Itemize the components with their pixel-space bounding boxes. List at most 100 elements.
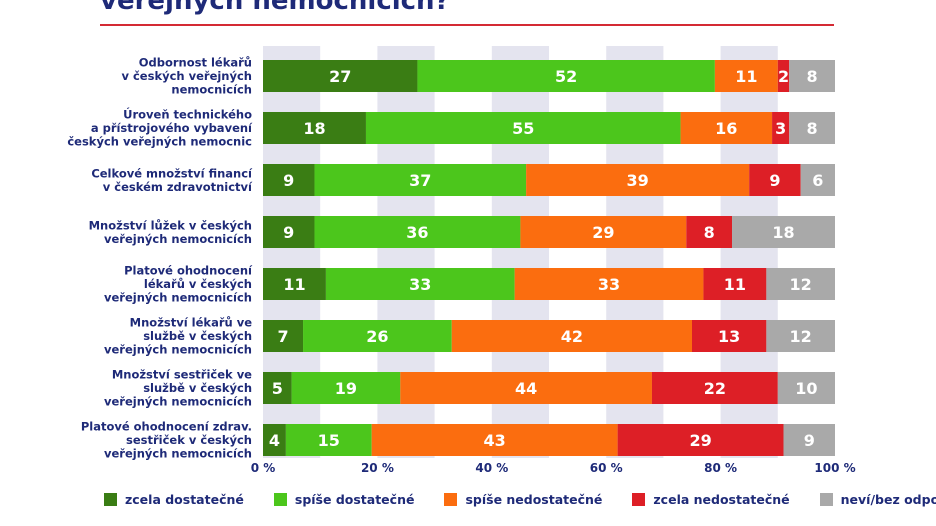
bar-value-label: 29 [689,431,711,450]
bar-segment [526,164,750,196]
bar-value-label: 2 [778,67,789,86]
bar-segment [314,164,527,196]
bar-segment [777,60,790,92]
bar-segment [371,424,618,456]
bar-value-label: 55 [512,119,534,138]
category-label: Platové ohodnocení zdrav. sestřiček v čes… [81,420,252,461]
chart-title: veřejných nemocnicích? [100,0,450,16]
legend-item: spíše dostatečné [273,492,415,507]
bar-value-label: 33 [409,275,431,294]
x-tick-label: 80 % [704,461,737,475]
bar-value-label: 11 [283,275,305,294]
category-label-line: službě v českých [143,329,252,343]
x-tick-label: 0 % [251,461,276,475]
legend-swatch [444,493,458,506]
bar-segment [680,112,773,144]
bar-value-label: 12 [790,275,812,294]
x-tick-label: 100 % [814,461,855,475]
bar-segment [263,216,315,248]
category-label-line: Množství lůžek v českých [89,218,252,232]
category-label-line: veřejných nemocnicích [104,343,252,357]
bar-value-label: 22 [704,379,726,398]
bar-value-label: 12 [790,327,812,346]
bar-segment [263,164,315,196]
bar-value-label: 9 [283,223,294,242]
bar-segment [263,424,286,456]
bar-segment [291,372,401,404]
bar-segment [783,424,835,456]
bar-segment [772,112,790,144]
bar-value-label: 6 [812,171,823,190]
category-label-line: v českém zdravotnictví [103,180,253,194]
legend-label: zcela nedostatečné [653,492,790,507]
legend-label: zcela dostatečné [125,492,244,507]
legend-label: spíše dostatečné [294,492,415,507]
bar-segment [800,164,835,196]
bar-segment [777,372,835,404]
x-tick-label: 60 % [590,461,623,475]
bar-value-label: 9 [769,171,780,190]
bar-segment [365,112,681,144]
bar-segment [686,216,733,248]
bar-segment [692,320,767,352]
category-label-line: veřejných nemocnicích [104,447,252,461]
bar-value-label: 11 [735,67,757,86]
x-axis-ticks: 0 % 20 % 40 % 60 % 80 % 100 % [251,461,856,475]
bar-segment [651,372,778,404]
bar-value-label: 11 [724,275,746,294]
x-tick-label: 40 % [475,461,508,475]
bar-segment [714,60,778,92]
bar-value-label: 15 [318,431,340,450]
legend-swatch [632,493,646,506]
category-label: Množství lůžek v českých veřejných nemocn… [89,218,252,246]
bar-segment [789,112,835,144]
category-label-line: sestřiček v českých [126,433,252,447]
bar-value-label: 19 [335,379,357,398]
bar-value-label: 26 [366,327,388,346]
category-label-line: Platové ohodnocení zdrav. [81,420,252,434]
bar-value-label: 7 [277,327,288,346]
bar-value-label: 9 [283,171,294,190]
category-label-line: v českých veřejných [121,69,252,83]
category-labels: Odbornost lékařů v českých veřejných nemoc… [67,56,253,461]
bar-value-label: 43 [484,431,506,450]
legend-item: zcela dostatečné [104,492,244,507]
bar-value-label: 10 [795,379,817,398]
category-label-line: Množství sestřiček ve [112,368,252,382]
category-label: Odbornost lékařů v českých veřejných nemoc… [121,56,252,97]
category-label-line: Množství lékařů ve [130,316,253,330]
legend-item: neví/bez odpovědi [819,492,936,507]
bar-segment [400,372,652,404]
bar-segment [263,268,326,300]
bar-value-label: 8 [807,119,818,138]
legend-swatch [104,493,117,506]
title-underline [100,24,834,26]
category-label-line: nemocnicích [171,83,252,97]
bar-segment [617,424,784,456]
category-label: Platové ohodnocení lékařů v českých veřejn… [104,264,253,305]
bar-segment [417,60,715,92]
category-label: Celkové množství financí v českém zdravot… [91,166,253,194]
bar-value-label: 42 [561,327,583,346]
category-label-line: veřejných nemocnicích [104,291,252,305]
bar-value-label: 37 [409,171,431,190]
legend: zcela dostatečné spíše dostatečné spíše ne… [104,492,936,507]
bar-segment [285,424,372,456]
category-label-line: a přístrojového vybavení [91,121,253,135]
bar-value-label: 5 [272,379,283,398]
category-label-line: službě v českých [143,381,252,395]
bar-segment [303,320,452,352]
bar-value-label: 13 [718,327,740,346]
bar-value-label: 18 [772,223,794,242]
bar-value-label: 52 [555,67,577,86]
x-tick-label: 20 % [361,461,394,475]
category-label-line: Odbornost lékařů [139,56,252,70]
bar-value-label: 29 [592,223,614,242]
category-label-line: Platové ohodnocení [124,264,253,278]
category-label: Úroveň technického a přístrojového vybave… [67,107,253,149]
legend-item: spíše nedostatečné [444,492,602,507]
bar-segment [766,320,835,352]
bar-segment [263,372,292,404]
bar-segment [749,164,801,196]
